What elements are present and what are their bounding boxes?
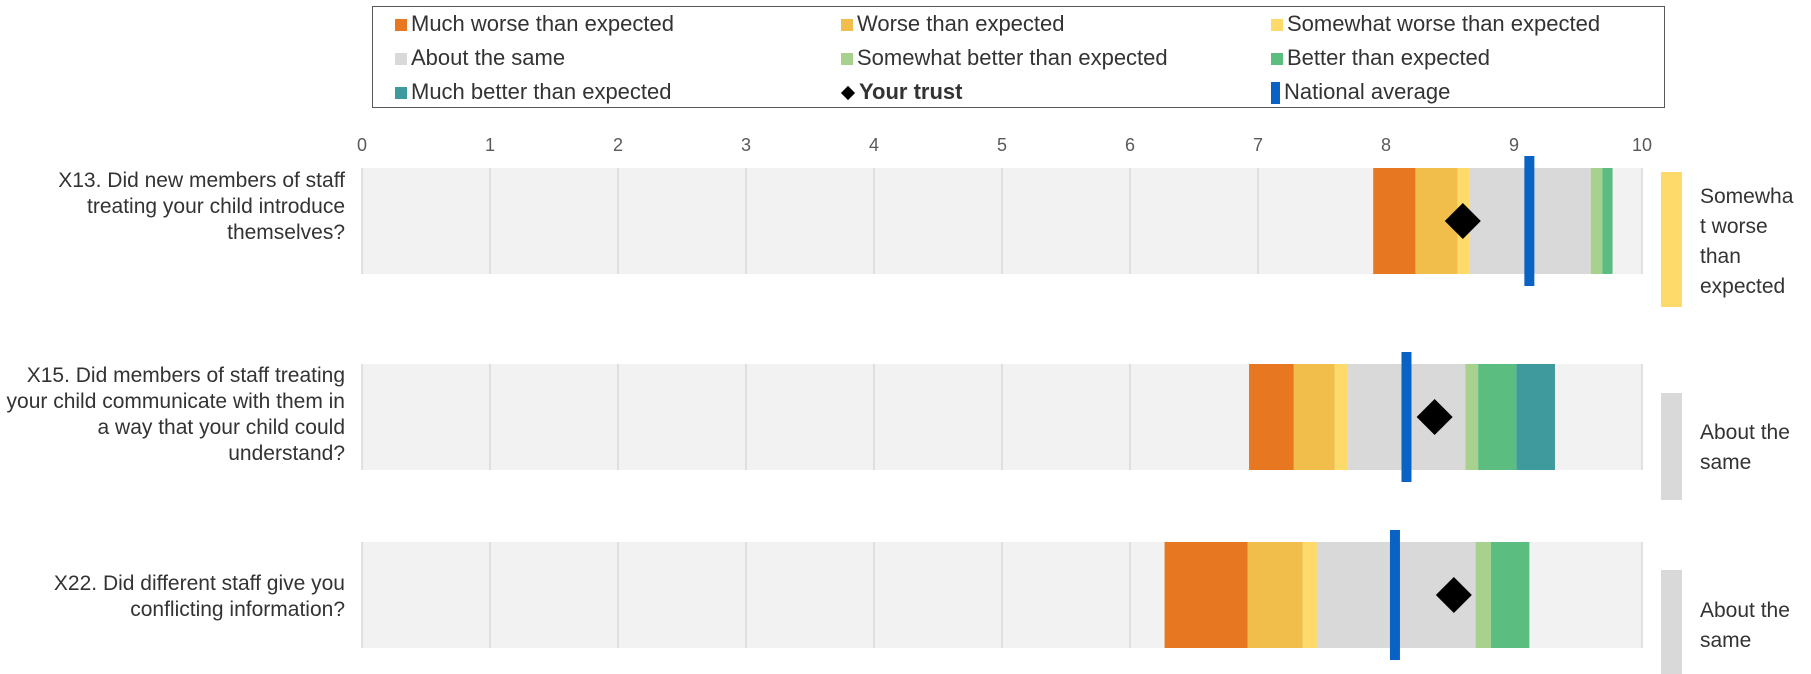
- segment-worse: [1293, 364, 1335, 470]
- your-trust-marker: [1416, 399, 1453, 435]
- your-trust-marker: [1435, 577, 1472, 613]
- tick-label: 1: [485, 135, 495, 155]
- question-label-x13: X13. Did new members of staff treating y…: [58, 169, 345, 244]
- legend-swatch: [395, 19, 407, 32]
- legend-label: Much worse than expected: [411, 11, 674, 36]
- legend-swatch: [1271, 53, 1283, 66]
- verdict-color-strip: [1661, 172, 1682, 307]
- segment-better: [1602, 168, 1613, 274]
- segment-much-worse: [1373, 168, 1416, 274]
- tick-label: 5: [997, 135, 1007, 155]
- tick-label: 4: [869, 135, 879, 155]
- legend-swatch: [841, 53, 853, 66]
- segment-much-worse: [1164, 542, 1248, 648]
- legend: Much worse than expected Worse than expe…: [372, 6, 1665, 108]
- your-trust-marker: [1444, 203, 1481, 239]
- segment-worse: [1247, 542, 1303, 648]
- verdict-line: Somewha: [1700, 185, 1794, 208]
- legend-label: About the same: [411, 45, 566, 70]
- segment-much-worse: [1249, 364, 1294, 470]
- question-row: [361, 352, 1682, 500]
- verdict-x22: About the same: [1700, 596, 1810, 656]
- legend-label: Worse than expected: [857, 11, 1065, 36]
- legend-label: National average: [1284, 79, 1451, 104]
- verdict-color-strip: [1661, 570, 1682, 674]
- segment-somewhat-better: [1465, 364, 1479, 470]
- verdict-x13: Somewha t worse than expected: [1700, 182, 1810, 302]
- segment-somewhat-worse: [1334, 364, 1348, 470]
- verdict-line: t worse: [1700, 215, 1768, 238]
- legend-item-somewhat-better: Somewhat better than expected: [841, 45, 1168, 71]
- legend-swatch: [1271, 19, 1283, 32]
- tick-label: 6: [1125, 135, 1135, 155]
- question-rows: [361, 156, 1682, 674]
- segment-better: [1490, 542, 1530, 648]
- national-average-marker: [1389, 530, 1400, 660]
- legend-label: Much better than expected: [411, 79, 672, 104]
- segment-much-better: [1516, 364, 1555, 470]
- legend-swatch: [841, 19, 853, 32]
- legend-item-much-worse: Much worse than expected: [395, 11, 674, 37]
- verdict-line: same: [1700, 451, 1752, 474]
- question-label-x22: X22. Did different staff give you confli…: [53, 572, 345, 621]
- tick-label: 8: [1381, 135, 1391, 155]
- tick-label: 0: [357, 135, 367, 155]
- verdict-line: than: [1700, 245, 1741, 268]
- segment-somewhat-better: [1475, 542, 1491, 648]
- verdict-line: About the: [1700, 599, 1790, 622]
- tick-label: 10: [1632, 135, 1652, 155]
- verdict-color-strip: [1661, 393, 1682, 500]
- tick-label: 3: [741, 135, 751, 155]
- legend-item-somewhat-worse: Somewhat worse than expected: [1271, 11, 1600, 37]
- legend-label: Somewhat better than expected: [857, 45, 1168, 70]
- legend-item-better: Better than expected: [1271, 45, 1490, 71]
- legend-item-much-better: Much better than expected: [395, 79, 672, 105]
- question-row: [361, 530, 1682, 674]
- segment-somewhat-worse: [1302, 542, 1317, 648]
- legend-item-national-average: National average: [1271, 79, 1450, 105]
- question-label-x15: X15. Did members of staff treating your …: [6, 364, 345, 465]
- verdict-x15: About the same: [1700, 418, 1810, 478]
- legend-label: Better than expected: [1287, 45, 1491, 70]
- national-average-marker: [1401, 352, 1412, 482]
- legend-label: Somewhat worse than expected: [1287, 11, 1601, 36]
- tick-label: 9: [1509, 135, 1519, 155]
- segment-better: [1478, 364, 1517, 470]
- legend-item-worse: Worse than expected: [841, 11, 1065, 37]
- tick-label: 2: [613, 135, 623, 155]
- question-row: [361, 156, 1682, 307]
- legend-swatch: [395, 53, 407, 66]
- legend-item-your-trust: Your trust: [840, 79, 963, 105]
- legend-label: Your trust: [859, 79, 963, 104]
- legend-swatch-bar: [1271, 82, 1280, 105]
- segment-somewhat-better: [1590, 168, 1603, 274]
- legend-swatch: [395, 87, 407, 100]
- verdict-line: About the: [1700, 421, 1790, 444]
- verdict-line: expected: [1700, 275, 1786, 298]
- axis-ticks: 0 1 2 3 4 5 6 7 8 9 10: [357, 135, 1652, 155]
- legend-item-about-same: About the same: [395, 45, 565, 71]
- tick-label: 7: [1253, 135, 1263, 155]
- verdict-line: same: [1700, 629, 1752, 652]
- national-average-marker: [1524, 156, 1535, 286]
